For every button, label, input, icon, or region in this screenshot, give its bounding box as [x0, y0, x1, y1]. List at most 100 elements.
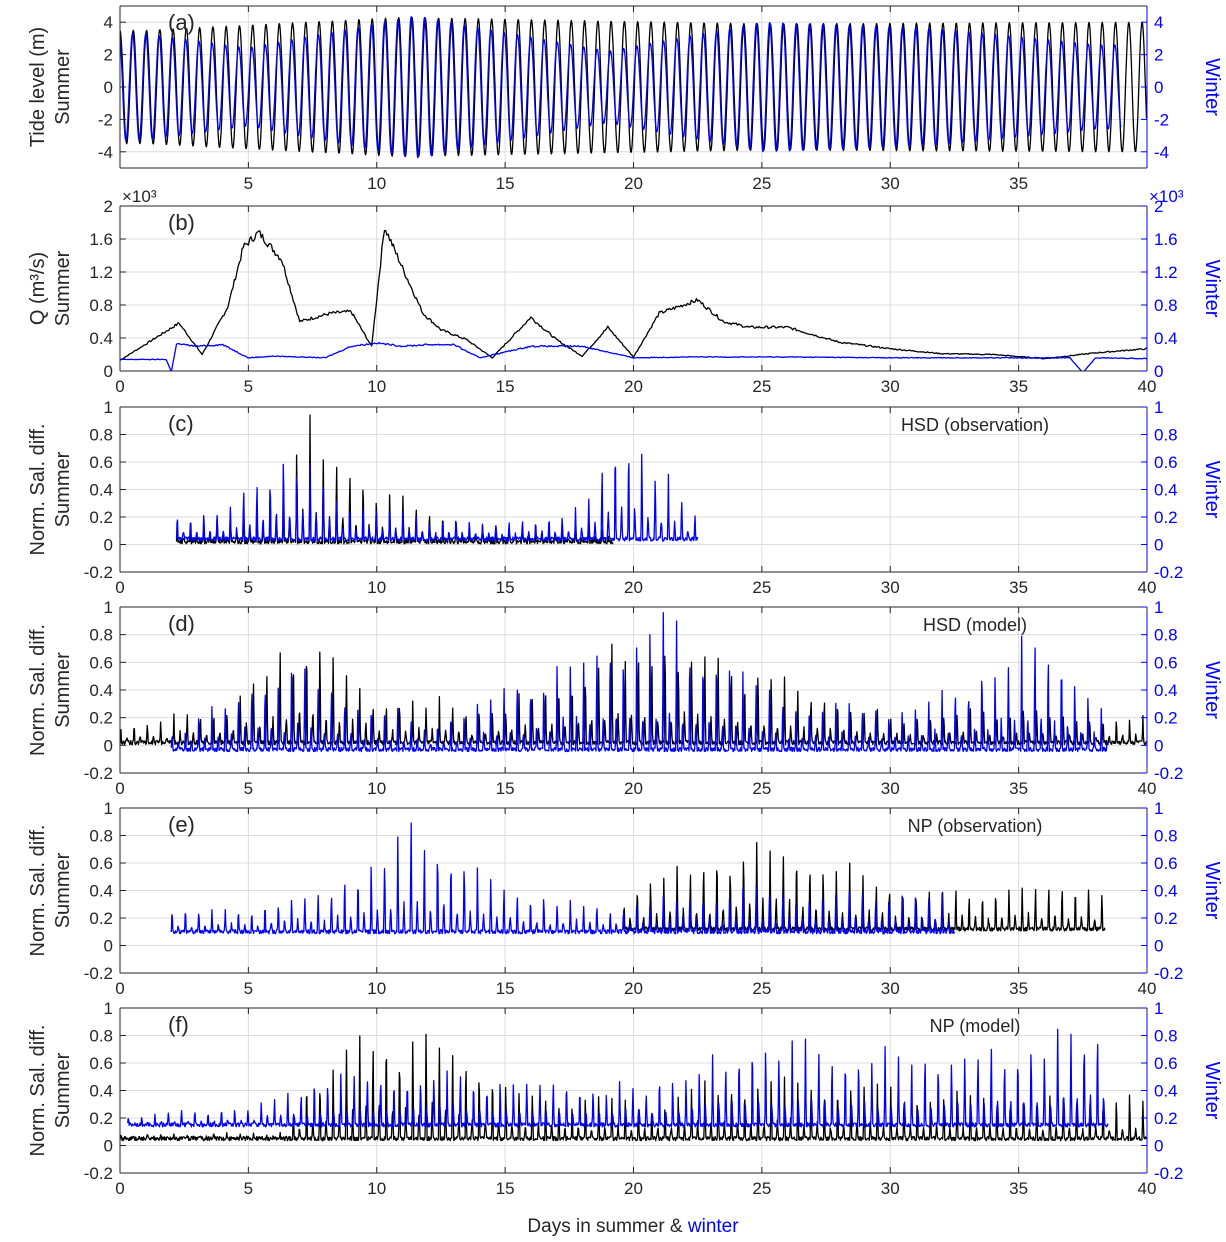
y-tick-label-right: 0.4	[1154, 329, 1178, 348]
x-tick-label: 35	[1009, 174, 1028, 193]
y-axis-label: Norm. Sal. diff.	[27, 1025, 49, 1157]
x-tick-label: 35	[1009, 979, 1028, 998]
y-tick-label-left: 1	[104, 598, 113, 617]
y-tick-label-left: 0.6	[89, 453, 113, 472]
x-tick-label: 0	[115, 979, 124, 998]
panel-label: (f)	[168, 1012, 189, 1037]
x-tick-label: 40	[1138, 578, 1157, 597]
y-tick-label-left: 0.6	[89, 854, 113, 873]
y-tick-label-right: 0	[1154, 736, 1163, 755]
series-line-a-winter	[120, 16, 1122, 159]
y-tick-label-right: 1	[1154, 598, 1163, 617]
y-tick-label-left: -2	[98, 110, 113, 129]
y-tick-label-left: 0.2	[89, 1109, 113, 1128]
x-axis-label-main: Days in summer &	[527, 1216, 687, 1237]
x-tick-label: 10	[367, 1179, 386, 1198]
x-tick-label: 25	[752, 779, 771, 798]
y-tick-label-left: 0.6	[89, 1054, 113, 1073]
y-tick-label-right: 0.8	[1154, 426, 1178, 445]
panel-label: (a)	[168, 10, 195, 35]
y-tick-label-left: 0	[104, 362, 113, 381]
y-tick-label-right: 0.8	[1154, 827, 1178, 846]
y-tick-label-left: 0.4	[89, 1082, 113, 1101]
y-tick-label-right: 0.4	[1154, 1082, 1178, 1101]
x-tick-label: 0	[115, 779, 124, 798]
y-axis-label-summer: Summer	[52, 451, 74, 527]
y-tick-label-right: 0.8	[1154, 296, 1178, 315]
y-tick-label-right: 2	[1154, 197, 1163, 216]
y-tick-label-left: 4	[104, 13, 113, 32]
y-axis-label: Norm. Sal. diff.	[27, 424, 49, 556]
y-tick-label-left: 0.2	[89, 508, 113, 527]
y-tick-label-left: 1	[104, 799, 113, 818]
y-tick-label-left: 0	[104, 736, 113, 755]
y-tick-label-right: 1	[1154, 398, 1163, 417]
x-tick-label: 30	[881, 578, 900, 597]
panel-label: (b)	[168, 210, 195, 235]
y-exponent-left: ×10³	[122, 187, 157, 206]
panel-label: (c)	[168, 411, 194, 436]
x-tick-label: 15	[496, 1179, 515, 1198]
y-tick-label-left: -0.2	[84, 964, 113, 983]
panel-annotation: HSD (observation)	[901, 415, 1049, 435]
y-tick-label-left: 0	[104, 1137, 113, 1156]
x-tick-label: 20	[624, 174, 643, 193]
y-axis-label-winter: Winter	[1201, 862, 1223, 920]
x-tick-label: 25	[752, 1179, 771, 1198]
x-tick-label: 30	[881, 174, 900, 193]
x-tick-label: 20	[624, 1179, 643, 1198]
panel-a: 5 10 15 20 25 30 35 -4 -2 0 2 4 -4 -2 0 2 4 (a) Tide level…	[27, 5, 1223, 193]
y-tick-label-right: 0.6	[1154, 653, 1178, 672]
x-tick-label: 5	[244, 979, 253, 998]
series-line-d-winter	[170, 612, 1109, 753]
x-tick-label: 10	[367, 174, 386, 193]
y-tick-label-right: -0.2	[1154, 964, 1183, 983]
y-tick-label-left: 0.8	[89, 426, 113, 445]
series-line-f-summer	[120, 1033, 1147, 1142]
y-axis-label-winter: Winter	[1201, 260, 1223, 318]
panel-annotation: NP (observation)	[908, 816, 1043, 836]
x-axis-label: Days in summer & winter	[527, 1216, 739, 1237]
x-tick-label: 25	[752, 174, 771, 193]
x-tick-label: 5	[244, 779, 253, 798]
x-axis-label-winter: winter	[687, 1216, 739, 1237]
x-tick-label: 25	[752, 578, 771, 597]
y-tick-label-right: 0.2	[1154, 709, 1178, 728]
x-tick-label: 35	[1009, 377, 1028, 396]
y-axis-label-summer: Summer	[52, 250, 74, 326]
panel-annotation: NP (model)	[930, 1016, 1021, 1036]
y-tick-label-right: -4	[1154, 143, 1169, 162]
y-tick-label-left: 0	[104, 937, 113, 956]
x-tick-label: 15	[496, 174, 515, 193]
y-tick-label-left: 1.2	[89, 263, 113, 282]
series-line-c-winter	[175, 453, 699, 542]
x-tick-label: 40	[1138, 779, 1157, 798]
y-tick-label-left: 0	[104, 536, 113, 555]
y-tick-label-right: 0.2	[1154, 909, 1178, 928]
y-tick-label-right: 0.6	[1154, 453, 1178, 472]
y-axis-label-winter: Winter	[1201, 58, 1223, 116]
y-tick-label-right: 0	[1154, 1137, 1163, 1156]
x-tick-label: 20	[624, 578, 643, 597]
series-line-f-winter	[127, 1028, 1109, 1128]
y-tick-label-left: 0.8	[89, 827, 113, 846]
y-tick-label-right: 0	[1154, 362, 1163, 381]
x-tick-label: 10	[367, 578, 386, 597]
y-tick-label-left: 0.2	[89, 709, 113, 728]
y-tick-label-right: 0.4	[1154, 882, 1178, 901]
y-tick-label-right: -0.2	[1154, 764, 1183, 783]
x-tick-label: 40	[1138, 377, 1157, 396]
series-line-a-summer	[120, 16, 1147, 158]
x-tick-label: 10	[367, 779, 386, 798]
x-tick-label: 15	[496, 578, 515, 597]
y-tick-label-right: 0	[1154, 78, 1163, 97]
panel-b: 0 5 10 15 20 25 30 35 4000.40.81.21.6200.40.81.2…	[27, 187, 1223, 396]
y-tick-label-right: 0.4	[1154, 481, 1178, 500]
x-tick-label: 5	[244, 1179, 253, 1198]
y-tick-label-right: 0.8	[1154, 626, 1178, 645]
y-tick-label-left: 0.8	[89, 626, 113, 645]
y-tick-label-right: 0	[1154, 536, 1163, 555]
panel-label: (d)	[168, 611, 195, 636]
y-tick-label-right: 0.6	[1154, 854, 1178, 873]
